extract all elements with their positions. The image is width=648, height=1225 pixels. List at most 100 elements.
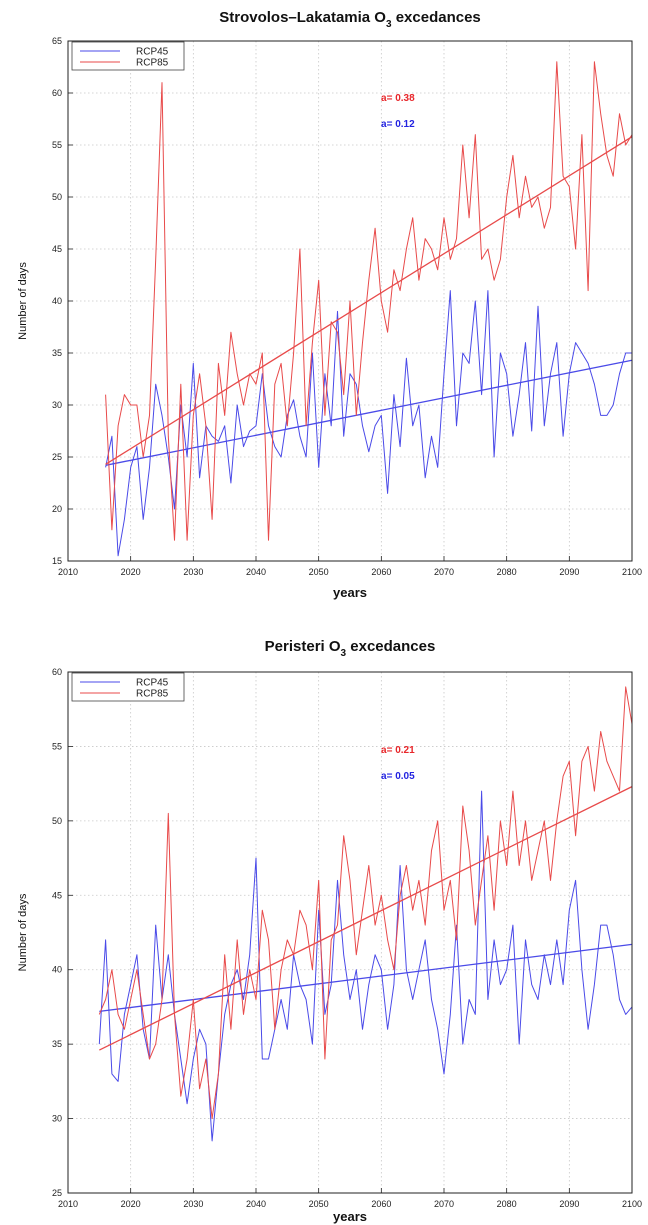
data-point-rcp85 <box>380 300 382 302</box>
data-point-rcp45 <box>587 362 589 364</box>
data-point-rcp45 <box>437 466 439 468</box>
data-point-rcp85 <box>280 969 282 971</box>
data-point-rcp85 <box>618 113 620 115</box>
x-tick-label: 2080 <box>497 1199 517 1209</box>
x-tick-label: 2020 <box>121 1199 141 1209</box>
data-point-rcp85 <box>612 775 614 777</box>
data-point-rcp85 <box>318 879 320 881</box>
legend-label-rcp45: RCP45 <box>136 678 169 689</box>
series-line-rcp85 <box>98 686 633 1120</box>
data-point-rcp45 <box>355 969 357 971</box>
data-point-rcp85 <box>286 939 288 941</box>
data-point-rcp45 <box>255 425 257 427</box>
data-point-rcp85 <box>330 939 332 941</box>
data-point-rcp85 <box>518 217 520 219</box>
data-point-rcp45 <box>468 362 470 364</box>
data-point-rcp85 <box>512 790 514 792</box>
chart-peristeri: 2010 2020 2030 2040 2050 2060 2070 2080 2090 2100… <box>17 638 642 1224</box>
data-point-rcp45 <box>474 300 476 302</box>
data-point-rcp45 <box>198 477 200 479</box>
data-point-rcp45 <box>155 924 157 926</box>
data-point-rcp85 <box>606 154 608 156</box>
data-point-rcp85 <box>518 864 520 866</box>
data-point-rcp85 <box>318 279 320 281</box>
data-point-rcp85 <box>600 113 602 115</box>
data-point-rcp85 <box>211 1117 213 1119</box>
data-point-rcp85 <box>142 456 144 458</box>
series-line-rcp45 <box>105 290 632 557</box>
data-point-rcp45 <box>437 1028 439 1030</box>
data-point-rcp85 <box>568 760 570 762</box>
data-point-rcp45 <box>230 482 232 484</box>
x-tick-label: 2070 <box>434 567 454 577</box>
slope-annotation: a= 0.05 <box>381 771 415 782</box>
data-point-rcp85 <box>224 414 226 416</box>
data-point-rcp45 <box>368 451 370 453</box>
data-point-rcp85 <box>568 185 570 187</box>
x-axis-label: years <box>333 1209 367 1224</box>
data-point-rcp85 <box>355 954 357 956</box>
data-point-rcp85 <box>180 383 182 385</box>
y-tick-label: 20 <box>52 504 62 514</box>
data-point-rcp85 <box>574 248 576 250</box>
y-tick-label: 35 <box>52 348 62 358</box>
data-point-rcp45 <box>111 435 113 437</box>
chart-title-rest: excedances <box>346 638 435 655</box>
data-point-rcp85 <box>480 258 482 260</box>
data-point-rcp45 <box>581 352 583 354</box>
data-point-rcp45 <box>443 1073 445 1075</box>
y-tick-label: 60 <box>52 667 62 677</box>
data-point-rcp45 <box>574 341 576 343</box>
legend-label-rcp45: RCP45 <box>136 47 169 58</box>
data-point-rcp85 <box>606 760 608 762</box>
x-tick-label: 2040 <box>246 1199 266 1209</box>
data-point-rcp85 <box>549 879 551 881</box>
data-point-rcp45 <box>430 435 432 437</box>
data-point-rcp45 <box>136 954 138 956</box>
data-point-rcp45 <box>512 435 514 437</box>
data-point-rcp45 <box>236 404 238 406</box>
data-point-rcp45 <box>487 998 489 1000</box>
data-point-rcp85 <box>437 820 439 822</box>
data-point-rcp85 <box>474 924 476 926</box>
data-point-rcp45 <box>399 445 401 447</box>
data-point-rcp85 <box>98 1013 100 1015</box>
data-point-rcp85 <box>205 425 207 427</box>
data-point-rcp85 <box>117 425 119 427</box>
data-point-rcp45 <box>305 998 307 1000</box>
data-point-rcp45 <box>368 983 370 985</box>
data-point-rcp85 <box>625 686 627 688</box>
data-point-rcp85 <box>111 529 113 531</box>
data-point-rcp45 <box>211 435 213 437</box>
data-point-rcp85 <box>424 237 426 239</box>
data-point-rcp85 <box>148 414 150 416</box>
data-point-rcp85 <box>574 835 576 837</box>
data-point-rcp85 <box>625 144 627 146</box>
x-tick-label: 2100 <box>622 567 642 577</box>
data-point-rcp85 <box>180 1095 182 1097</box>
data-point-rcp85 <box>267 939 269 941</box>
legend-box <box>71 41 185 71</box>
slope-annotation: a= 0.21 <box>381 745 415 756</box>
data-point-rcp45 <box>280 456 282 458</box>
data-point-rcp85 <box>336 924 338 926</box>
data-point-rcp85 <box>524 820 526 822</box>
y-tick-label: 55 <box>52 741 62 751</box>
data-point-rcp85 <box>449 879 451 881</box>
y-tick-label: 25 <box>52 452 62 462</box>
data-point-rcp85 <box>161 998 163 1000</box>
chart-title-subscript: 3 <box>386 19 392 30</box>
data-point-rcp85 <box>155 1043 157 1045</box>
x-tick-label: 2090 <box>559 567 579 577</box>
data-point-rcp45 <box>167 954 169 956</box>
data-point-rcp45 <box>449 1013 451 1015</box>
x-tick-label: 2030 <box>183 567 203 577</box>
data-point-rcp45 <box>361 1028 363 1030</box>
chart-strovolos-lakatamia: 2010 2020 2030 2040 2050 2060 2070 2080 2090 2100… <box>17 9 642 600</box>
data-point-rcp45 <box>531 430 533 432</box>
data-point-rcp85 <box>587 745 589 747</box>
data-point-rcp85 <box>361 909 363 911</box>
x-tick-label: 2020 <box>121 567 141 577</box>
data-point-rcp45 <box>412 998 414 1000</box>
data-point-rcp85 <box>449 258 451 260</box>
